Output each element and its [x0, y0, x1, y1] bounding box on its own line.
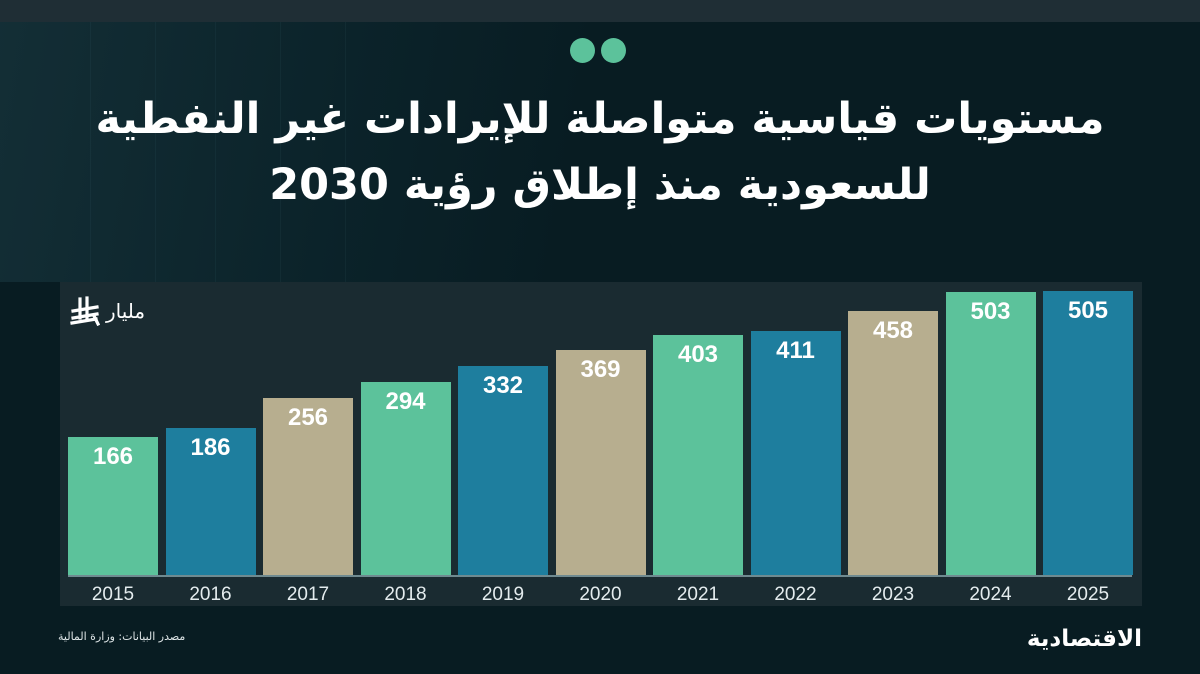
- bar-2024: 503: [945, 291, 1036, 575]
- title-line-1: مستويات قياسية متواصلة للإيرادات غير الن…: [95, 94, 1105, 144]
- data-source: مصدر البيانات: وزارة المالية: [58, 630, 186, 643]
- x-axis-label-2021: 2021: [676, 584, 720, 605]
- bar-value-label: 332: [482, 371, 524, 399]
- bar-value-label: 505: [1067, 296, 1109, 324]
- bar-2015: 166: [68, 437, 158, 575]
- decorative-dots: [570, 38, 626, 63]
- background-decoration: [0, 22, 760, 282]
- bar-value-label: 256: [287, 404, 329, 432]
- bar-2022: 411: [750, 331, 841, 575]
- x-axis-label-2020: 2020: [579, 584, 622, 605]
- x-axis-baseline: [68, 575, 1132, 577]
- title-line-2: للسعودية منذ إطلاق رؤية 2030: [269, 160, 931, 210]
- unit-label-group: مليار: [70, 296, 145, 326]
- x-axis-label-2015: 2015: [91, 584, 135, 605]
- x-axis-label-2025: 2025: [1066, 584, 1110, 605]
- x-axis-label-2017: 2017: [286, 584, 330, 605]
- bar-2025: 505: [1043, 290, 1133, 575]
- bar-2017: 256: [263, 398, 353, 575]
- bar-value-label: 186: [190, 434, 231, 462]
- bar-2016: 186: [165, 428, 256, 575]
- x-axis-label-2022: 2022: [774, 584, 817, 605]
- page-title: مستويات قياسية متواصلة للإيرادات غير الن…: [40, 86, 1160, 218]
- bar-value-label: 166: [92, 443, 134, 470]
- dot-icon: [601, 38, 626, 63]
- bar-value-label: 458: [872, 317, 914, 345]
- bar-value-label: 411: [776, 337, 815, 365]
- x-axis-label-2016: 2016: [189, 584, 232, 605]
- dot-icon: [570, 38, 595, 63]
- bar-2018: 294: [360, 381, 451, 575]
- x-axis-label-2019: 2019: [481, 584, 525, 605]
- bar-value-label: 403: [677, 340, 719, 368]
- x-axis-label-2024: 2024: [969, 584, 1012, 605]
- bar-value-label: 369: [580, 355, 621, 383]
- x-axis-label-2023: 2023: [871, 584, 915, 605]
- brand-logo: الاقتصادية: [1026, 626, 1142, 652]
- bar-2021: 403: [653, 334, 743, 575]
- bar-2020: 369: [555, 349, 646, 575]
- top-strip: [0, 0, 1200, 22]
- bar-2019: 332: [458, 365, 548, 575]
- x-axis-label-2018: 2018: [384, 584, 427, 605]
- bar-value-label: 294: [385, 387, 426, 415]
- bar-2023: 458: [848, 311, 938, 575]
- bar-value-label: 503: [970, 297, 1011, 325]
- unit-label: مليار: [106, 299, 146, 323]
- riyal-icon: [70, 296, 100, 326]
